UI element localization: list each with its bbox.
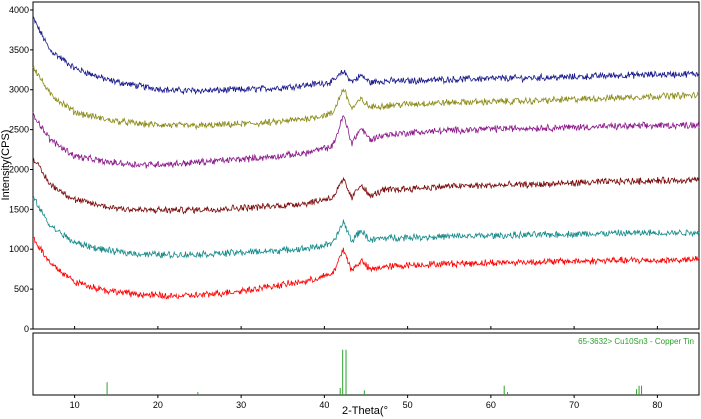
y-tick-label: 500 [14, 284, 29, 294]
y-axis-ticks: 0 500 1000 1500 2000 2500 3000 3500 4000 [9, 5, 33, 334]
series-line-3 [32, 111, 700, 169]
x-axis-label: 2-Theta(° [342, 405, 388, 417]
y-tick-label: 2500 [9, 125, 29, 135]
series-line-5 [32, 196, 700, 260]
x-tick-label: 40 [319, 400, 329, 410]
x-tick-label: 10 [70, 400, 80, 410]
series-line-2 [32, 65, 700, 131]
x-tick-label: 20 [153, 400, 163, 410]
x-axis-ticks: 10 20 30 40 50 60 70 80 [70, 326, 662, 410]
y-tick-label: 3500 [9, 45, 29, 55]
y-tick-label: 1000 [9, 244, 29, 254]
y-tick-label: 1500 [9, 204, 29, 214]
x-tick-label: 80 [652, 400, 662, 410]
y-tick-label: 4000 [9, 5, 29, 15]
x-tick-label: 30 [236, 400, 246, 410]
series-layer [32, 16, 700, 300]
x-tick-label: 70 [569, 400, 579, 410]
main-plot-frame [32, 1, 700, 330]
reference-plot-frame [32, 332, 700, 396]
x-tick-label: 50 [403, 400, 413, 410]
series-line-6 [32, 236, 700, 300]
x-tick-label: 60 [486, 400, 496, 410]
y-tick-label: 2000 [9, 164, 29, 174]
y-axis-label: Intensity(CPS) [0, 130, 12, 201]
reference-peaks [106, 349, 643, 395]
y-tick-label: 0 [24, 324, 29, 334]
series-line-1 [32, 16, 699, 96]
series-line-4 [32, 157, 700, 215]
y-tick-label: 3000 [9, 85, 29, 95]
reference-label: 65-3632> Cu10Sn3 - Copper Tin [578, 337, 694, 346]
